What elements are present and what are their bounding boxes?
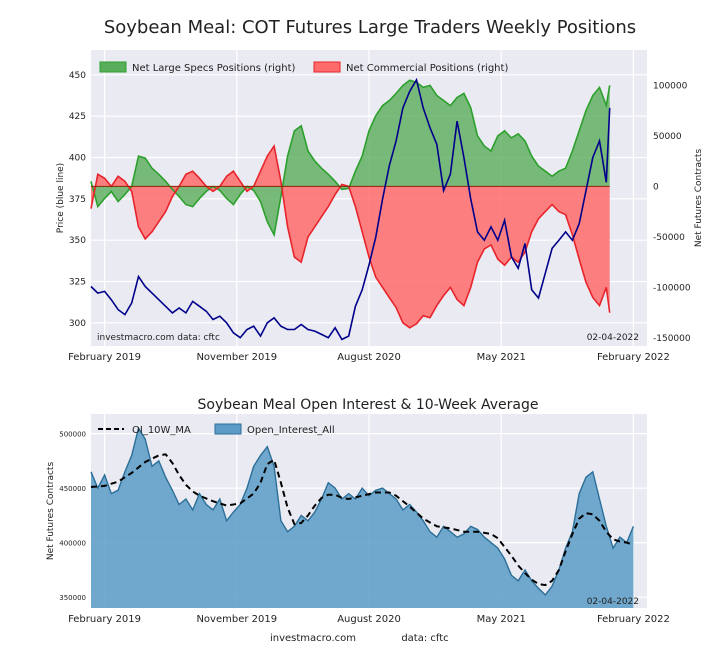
legend-swatch-commercial [313,61,341,73]
top-y-tick-label-left: 375 [69,195,86,205]
top-y-tick-label-right: -150000 [653,334,691,344]
bottom-date-label: 02-04-2022 [587,597,639,607]
specs-line [90,79,611,238]
top-y-tick-label-right: 100000 [653,81,688,91]
bottom-axes: February 2019 November 2019 August 2020 May… [59,431,670,625]
bottom-series [90,426,635,608]
top-y-tick-label-left: 350 [69,236,86,246]
specs-area [91,80,610,235]
oi-moving-average-line [90,453,634,587]
top-watermark: investmacro.com data: cftc [97,333,220,343]
top-y-tick-label-right: -50000 [653,233,685,243]
bottom-x-tick-label: November 2019 [196,614,277,625]
footer-source: investmacro.com [270,633,356,644]
top-x-tick-label: February 2022 [597,352,670,363]
commercial-area [91,146,610,328]
footer-data: data: cftc [401,633,448,644]
open-interest-line [90,426,635,596]
top-chart: February 2019 November 2019 August 2020 May… [56,50,704,363]
bottom-x-tick-label: May 2021 [477,614,526,625]
top-y-axis-label-right: Net Futures Contracts [694,149,704,248]
chart-title: Soybean Meal: COT Futures Large Traders … [104,17,636,38]
bottom-y-tick-label: 500000 [59,431,86,439]
top-axes: February 2019 November 2019 August 2020 May… [68,71,691,363]
top-x-tick-label: February 2019 [68,352,141,363]
top-y-tick-label-left: 425 [69,112,86,122]
bottom-x-tick-label: February 2019 [68,614,141,625]
bottom-y-tick-label: 350000 [59,594,86,602]
legend-label-specs: Net Large Specs Positions (right) [132,63,296,74]
top-series [90,77,611,341]
top-y-tick-label-right: 0 [653,182,659,192]
top-x-tick-label: August 2020 [337,352,401,363]
top-date-label: 02-04-2022 [587,333,639,343]
bottom-legend: OI_10W_MA Open_Interest_All [98,423,335,436]
legend-swatch-specs [99,61,127,73]
top-y-tick-label-left: 300 [69,319,86,329]
price-line [90,77,611,341]
top-x-tick-label: May 2021 [477,352,526,363]
open-interest-area [91,428,634,608]
top-y-tick-label-right: -100000 [653,283,691,293]
bottom-chart: February 2019 November 2019 August 2020 May… [46,414,670,625]
bottom-y-axis-label: Net Futures Contracts [46,462,56,561]
top-y-tick-label-left: 325 [69,278,86,288]
top-y-tick-label-left: 450 [69,71,86,81]
legend-label-oi: Open_Interest_All [247,425,335,436]
legend-swatch-oi [214,423,242,435]
top-legend: Net Large Specs Positions (right) Net Co… [99,61,508,74]
bottom-x-tick-label: February 2022 [597,614,670,625]
top-y-axis-label-left: Price (blue line) [56,163,66,233]
bottom-y-tick-label: 400000 [59,540,86,548]
bottom-x-tick-label: August 2020 [337,614,401,625]
top-y-tick-label-left: 400 [69,153,86,163]
top-y-tick-label-right: 50000 [653,132,682,142]
legend-label-commercial: Net Commercial Positions (right) [346,63,508,74]
legend-label-oi-ma: OI_10W_MA [132,425,191,436]
bottom-y-tick-label: 450000 [59,485,86,493]
oi-chart-title: Soybean Meal Open Interest & 10-Week Ave… [198,397,539,413]
top-x-tick-label: November 2019 [196,352,277,363]
